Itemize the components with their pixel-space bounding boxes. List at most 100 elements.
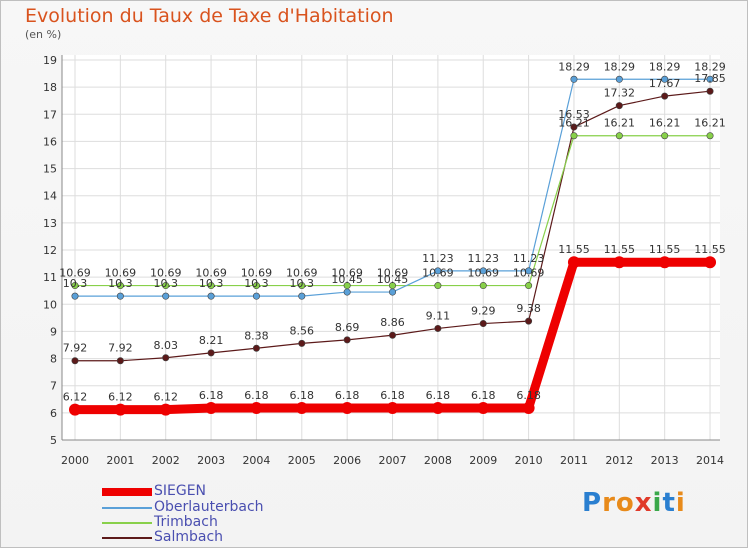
y-tick-label: 14 — [43, 190, 57, 203]
data-label-salmbach: 9.11 — [426, 309, 451, 322]
data-label-siegen: 11.55 — [604, 243, 636, 256]
y-tick-label: 11 — [43, 271, 57, 284]
data-label-oberlauterbach: 10.3 — [244, 277, 269, 290]
legend-swatch-oberlauterbach — [102, 507, 152, 509]
data-label-salmbach: 8.03 — [153, 339, 178, 352]
data-label-trimbach: 10.69 — [513, 267, 545, 280]
data-point-siegen — [295, 401, 308, 414]
data-point-siegen — [205, 401, 218, 414]
data-point-trimbach — [298, 282, 306, 290]
data-point-oberlauterbach — [162, 292, 170, 300]
data-point-oberlauterbach — [615, 75, 623, 83]
data-label-oberlauterbach: 18.29 — [604, 60, 636, 73]
data-point-siegen — [477, 401, 490, 414]
data-label-siegen: 6.18 — [244, 389, 269, 402]
data-point-siegen — [69, 403, 81, 416]
data-point-oberlauterbach — [525, 267, 533, 275]
data-label-salmbach: 17.85 — [694, 72, 726, 85]
data-label-siegen: 6.18 — [426, 389, 451, 402]
data-point-trimbach — [71, 282, 79, 290]
data-label-siegen: 6.18 — [290, 389, 315, 402]
data-label-trimbach: 10.69 — [105, 267, 137, 280]
data-point-siegen — [658, 256, 671, 269]
logo-letter: o — [615, 488, 635, 518]
data-point-trimbach — [252, 282, 260, 290]
y-tick-label: 8 — [50, 353, 57, 366]
y-tick-label: 10 — [43, 298, 57, 311]
data-point-oberlauterbach — [434, 267, 442, 275]
data-point-siegen — [250, 401, 263, 414]
data-point-salmbach — [298, 339, 306, 347]
data-label-trimbach: 10.69 — [467, 267, 499, 280]
data-point-oberlauterbach — [116, 292, 124, 300]
data-label-salmbach: 8.21 — [199, 334, 224, 347]
data-point-salmbach — [615, 102, 623, 110]
data-label-trimbach: 16.21 — [558, 117, 590, 130]
data-point-oberlauterbach — [389, 288, 397, 296]
data-point-siegen — [386, 401, 399, 414]
logo-letter: i — [652, 488, 663, 518]
legend-swatch-siegen — [102, 488, 152, 496]
data-label-trimbach: 10.69 — [377, 267, 409, 280]
data-point-oberlauterbach — [479, 267, 487, 275]
data-label-salmbach: 8.69 — [335, 321, 360, 334]
data-point-siegen — [431, 401, 444, 414]
data-point-salmbach — [434, 324, 442, 332]
data-point-siegen — [567, 256, 580, 269]
y-tick-label: 15 — [43, 163, 57, 176]
data-point-salmbach — [661, 92, 669, 100]
x-tick-label: 2000 — [61, 454, 89, 467]
data-point-salmbach — [207, 349, 215, 357]
data-point-trimbach — [116, 282, 124, 290]
data-label-salmbach: 7.92 — [108, 342, 133, 355]
data-point-oberlauterbach — [706, 75, 714, 83]
data-point-trimbach — [479, 282, 487, 290]
data-label-salmbach: 9.38 — [516, 302, 541, 315]
data-label-oberlauterbach: 11.23 — [422, 252, 454, 265]
data-label-siegen: 6.18 — [335, 389, 360, 402]
data-label-siegen: 6.12 — [153, 391, 178, 404]
proxiti-logo: Proxiti — [582, 488, 686, 518]
legend-label-siegen: SIEGEN — [154, 483, 207, 499]
data-point-oberlauterbach — [343, 288, 351, 296]
logo-letter: r — [602, 488, 616, 518]
plot-area — [62, 55, 720, 440]
data-label-siegen: 6.12 — [63, 391, 88, 404]
data-label-trimbach: 10.69 — [59, 267, 91, 280]
data-point-trimbach — [162, 282, 170, 290]
y-tick-label: 7 — [50, 380, 57, 393]
logo-letter: i — [675, 488, 686, 518]
y-tick-label: 13 — [43, 217, 57, 230]
y-tick-label: 6 — [50, 407, 57, 420]
logo-letter: t — [662, 488, 676, 518]
data-point-salmbach — [479, 320, 487, 328]
x-tick-label: 2001 — [106, 454, 134, 467]
data-label-oberlauterbach: 10.3 — [108, 277, 133, 290]
data-label-salmbach: 17.32 — [604, 87, 636, 100]
data-label-oberlauterbach: 10.3 — [290, 277, 315, 290]
data-point-oberlauterbach — [661, 75, 669, 83]
data-point-oberlauterbach — [570, 75, 578, 83]
legend-label-oberlauterbach: Oberlauterbach — [154, 499, 264, 515]
data-label-siegen: 6.18 — [471, 389, 496, 402]
data-label-siegen: 6.12 — [108, 391, 133, 404]
data-label-trimbach: 10.69 — [241, 267, 273, 280]
data-point-trimbach — [434, 282, 442, 290]
data-label-trimbach: 10.69 — [331, 267, 363, 280]
y-tick-label: 19 — [43, 54, 57, 67]
data-point-trimbach — [615, 132, 623, 140]
chart-subtitle: (en %) — [25, 28, 62, 41]
y-tick-label: 16 — [43, 135, 57, 148]
data-label-salmbach: 7.92 — [63, 342, 88, 355]
data-point-salmbach — [252, 344, 260, 352]
data-point-salmbach — [116, 357, 124, 365]
data-label-oberlauterbach: 11.23 — [513, 252, 545, 265]
data-point-trimbach — [570, 132, 578, 140]
x-tick-label: 2003 — [197, 454, 225, 467]
x-tick-label: 2014 — [696, 454, 724, 467]
data-label-trimbach: 10.69 — [422, 267, 454, 280]
y-tick-label: 12 — [43, 244, 57, 257]
data-label-trimbach: 10.69 — [195, 267, 227, 280]
data-label-oberlauterbach: 10.45 — [377, 273, 409, 286]
data-label-siegen: 6.18 — [516, 389, 541, 402]
